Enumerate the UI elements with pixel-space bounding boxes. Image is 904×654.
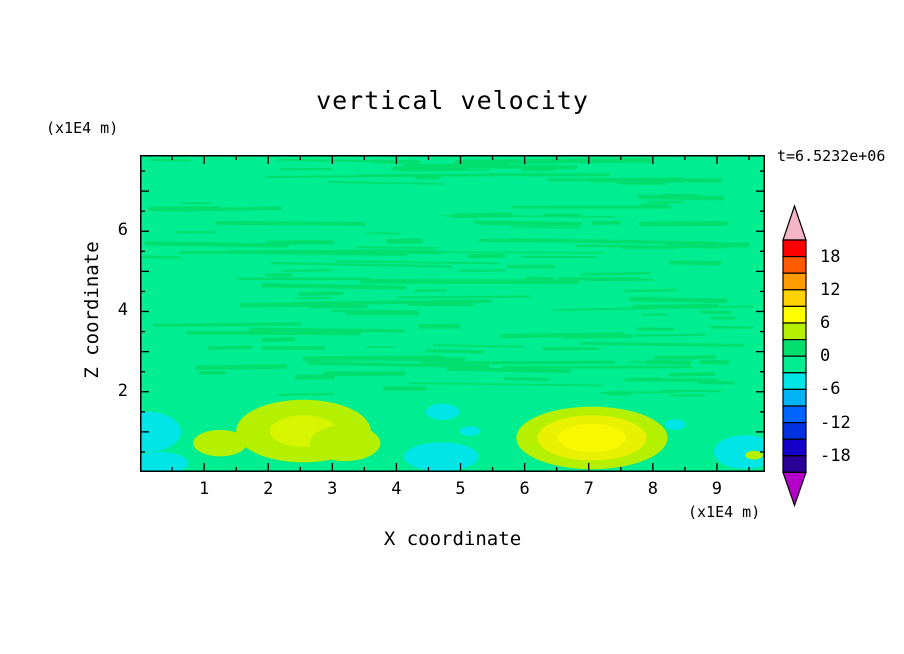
x-axis-unit-label: (x1E4 m)	[688, 503, 761, 521]
streaks	[142, 157, 755, 397]
colorbar-label: 6	[820, 313, 831, 333]
colorbar-over-arrow	[782, 204, 807, 241]
x-tick-label: 2	[263, 479, 274, 499]
colorbar-label: -18	[820, 445, 851, 466]
colorbar-under-arrow	[782, 471, 807, 508]
colorbar-label: 18	[820, 246, 841, 267]
x-tick-label: 8	[647, 479, 658, 499]
colorbar-svg	[782, 204, 807, 508]
x-tick-label: 5	[455, 479, 466, 499]
colorbar-label: 12	[820, 279, 841, 300]
colorbar-label: -12	[820, 412, 851, 433]
x-axis-label: X coordinate	[383, 528, 522, 550]
x-tick-label: 6	[519, 479, 530, 499]
y-axis-unit-label: (x1E4 m)	[46, 119, 119, 137]
plot-title: vertical velocity	[316, 86, 589, 115]
y-tick-label: 4	[117, 300, 128, 321]
x-tick-label: 1	[198, 479, 210, 499]
colorbar-label: 0	[820, 346, 831, 367]
x-tick-label: 9	[711, 479, 723, 499]
time-annotation: t=6.5232e+06	[777, 147, 886, 165]
colorbar-label: -6	[820, 379, 841, 400]
y-tick-label: 2	[117, 380, 128, 401]
x-tick-label: 4	[391, 479, 402, 499]
contour-field	[140, 155, 765, 472]
x-tick-label: 3	[327, 479, 338, 499]
x-tick-label: 7	[583, 479, 594, 499]
y-tick-label: 6	[117, 220, 128, 241]
